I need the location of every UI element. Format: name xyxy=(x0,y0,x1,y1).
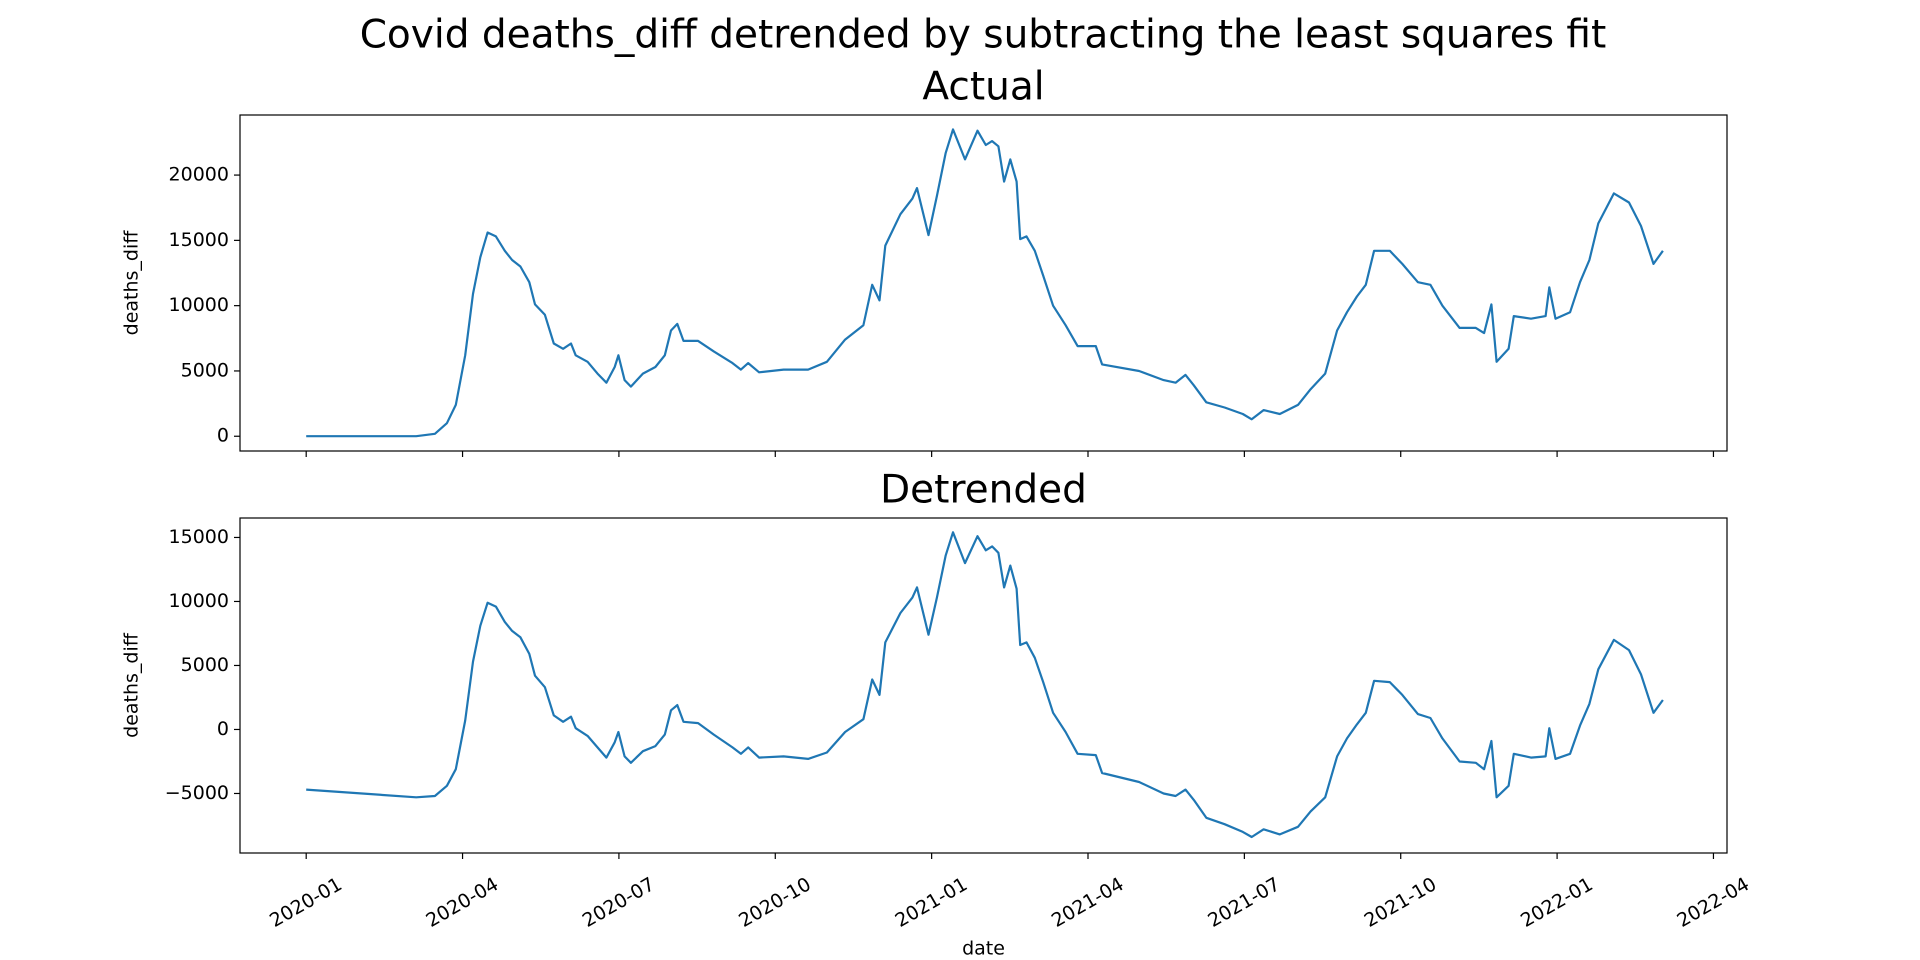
data-line xyxy=(306,531,1664,839)
x-tick-label: 2020-10 xyxy=(735,873,815,932)
x-tick-label: 2022-04 xyxy=(1673,873,1753,932)
panel-title: Actual xyxy=(922,65,1044,110)
data-line xyxy=(306,128,1664,438)
y-tick-label: 10000 xyxy=(169,590,229,612)
y-tick-label: 10000 xyxy=(169,294,229,316)
y-axis-label: deaths_diff xyxy=(121,230,143,336)
figure-title: Covid deaths_diff detrended by subtracti… xyxy=(360,13,1607,58)
y-tick-label: 5000 xyxy=(181,359,229,381)
y-tick-label: 15000 xyxy=(169,526,229,548)
x-tick-label: 2021-07 xyxy=(1204,873,1284,932)
panel-title: Detrended xyxy=(880,468,1087,513)
x-tick-label: 2022-01 xyxy=(1517,873,1597,932)
y-tick-label: 15000 xyxy=(169,229,229,251)
x-tick-label: 2020-07 xyxy=(579,873,659,932)
y-tick-label: 0 xyxy=(217,425,229,447)
x-tick-label: 2021-01 xyxy=(892,873,972,932)
axes-frame xyxy=(239,114,1728,452)
y-tick-label: −5000 xyxy=(165,782,229,804)
y-tick-label: 0 xyxy=(217,718,229,740)
x-axis-label: date xyxy=(962,938,1005,960)
x-tick-label: 2020-04 xyxy=(422,873,502,932)
x-tick-label: 2020-01 xyxy=(266,873,346,932)
x-tick-label: 2021-04 xyxy=(1048,873,1128,932)
y-axis-label: deaths_diff xyxy=(121,632,143,738)
y-tick-label: 5000 xyxy=(181,654,229,676)
axes-frame xyxy=(239,517,1728,854)
x-tick-label: 2021-10 xyxy=(1361,873,1441,932)
y-tick-label: 20000 xyxy=(169,164,229,186)
